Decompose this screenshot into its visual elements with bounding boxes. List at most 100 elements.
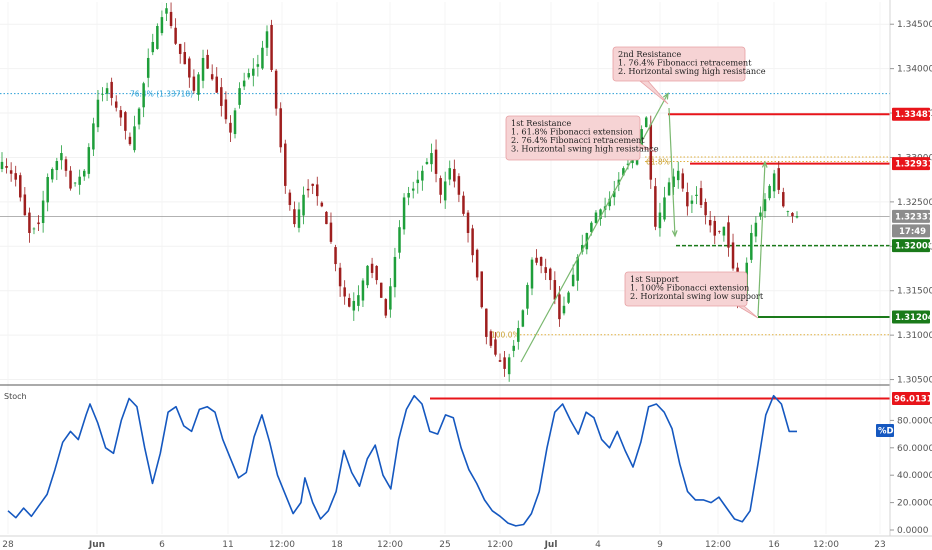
price-tick-label: 1.31500 [897, 287, 932, 297]
level-label: 61.8% [646, 157, 670, 166]
trend-arrow [520, 92, 669, 363]
candle [704, 198, 707, 225]
annotation-title: 1st Support [630, 274, 680, 284]
candle [539, 256, 543, 274]
candle [708, 210, 712, 233]
candle [297, 202, 301, 233]
candle [407, 186, 410, 206]
time-tick-label: Jun [88, 540, 105, 550]
stochastic-pane[interactable]: Stoch [4, 392, 890, 527]
candle [612, 180, 616, 206]
candle [165, 3, 168, 22]
candle [366, 265, 369, 289]
candle [402, 193, 406, 235]
candle [457, 173, 461, 203]
candle [197, 72, 200, 101]
candle [28, 207, 31, 243]
annotation-line: 2. 76.4% Fibonacci retracement [511, 135, 645, 145]
candle [379, 282, 383, 298]
stoch-tick-label: 60.0000 [897, 444, 932, 454]
candle [247, 68, 250, 80]
candle [233, 107, 237, 139]
candle [763, 193, 767, 218]
time-to-close: 17:49 [899, 227, 926, 237]
candle [19, 172, 22, 202]
candle [681, 168, 685, 192]
candle [220, 77, 223, 117]
stochastic-axis[interactable]: 80.0000 60.0000 40.0000 20.0000 0.0000 [890, 416, 932, 536]
price-tick-label: 1.32500 [897, 198, 932, 208]
annotation-line: 1. 61.8% Fibonacci extension [511, 127, 634, 137]
candle [146, 48, 150, 88]
svg-text:1.32008: 1.32008 [895, 242, 932, 252]
candle [772, 169, 776, 199]
candle [398, 220, 401, 259]
price-tag: 1.31204 [892, 310, 932, 324]
candle [229, 115, 232, 142]
candle [284, 139, 287, 194]
stochastic-line [7, 394, 797, 527]
time-tick-label: 4 [595, 540, 601, 550]
stochastic-title: Stoch [4, 392, 27, 401]
candle [142, 81, 145, 118]
time-tick-label: 12:00 [813, 540, 839, 550]
candle [594, 210, 598, 224]
candle [718, 230, 721, 234]
candle [188, 56, 191, 88]
candle [686, 182, 689, 216]
time-tick-label: 9 [657, 540, 663, 550]
candle [261, 40, 264, 70]
candle [64, 156, 68, 177]
candle [649, 115, 653, 189]
candle [759, 206, 762, 220]
candle [521, 309, 525, 328]
candle [567, 290, 570, 305]
candle [357, 285, 360, 312]
candle [750, 224, 753, 264]
candle [544, 258, 547, 280]
svg-text:96.0131: 96.0131 [894, 394, 932, 404]
candle [430, 143, 433, 172]
stoch-d-line [7, 394, 797, 527]
candle [174, 18, 177, 46]
candle [256, 54, 260, 77]
candle [754, 216, 758, 243]
time-axis[interactable]: 28 Jun 6 11 12:00 18 12:00 25 12:00 Jul 4 9 12:00 16 1… [2, 540, 885, 550]
price-pane[interactable]: 76.4% (1.33718) 61.8% 100.0% 2nd Resistanc… [0, 2, 890, 534]
candle [471, 224, 474, 263]
candle [334, 244, 337, 272]
annotation-line: 1. 100% Fibonacci extension [630, 283, 750, 293]
candle [325, 210, 328, 225]
svg-text:1.32931: 1.32931 [895, 160, 932, 170]
candle [530, 257, 534, 296]
candle [37, 215, 40, 231]
annotation-title: 1st Resistance [511, 118, 571, 128]
candle [215, 67, 218, 94]
price-levels: 76.4% (1.33718) 61.8% 100.0% [0, 90, 890, 340]
candle [782, 187, 785, 208]
time-tick-label: 18 [331, 540, 343, 550]
time-tick-label: Jul [544, 540, 558, 550]
time-tick-label: 12:00 [377, 540, 403, 550]
candle [658, 202, 662, 237]
candle [347, 293, 351, 308]
time-tick-label: 6 [159, 540, 165, 550]
candle [55, 157, 59, 181]
candle [192, 69, 196, 94]
candle [238, 82, 241, 109]
candle [252, 58, 255, 87]
candle [242, 72, 246, 91]
time-tick-label: 25 [439, 540, 450, 550]
candle [526, 282, 529, 315]
candle [663, 186, 666, 222]
trend-arrows [520, 92, 768, 363]
candle [644, 116, 648, 128]
candle [466, 210, 470, 243]
candle [183, 42, 187, 65]
candle [133, 115, 136, 153]
candle [370, 257, 374, 279]
